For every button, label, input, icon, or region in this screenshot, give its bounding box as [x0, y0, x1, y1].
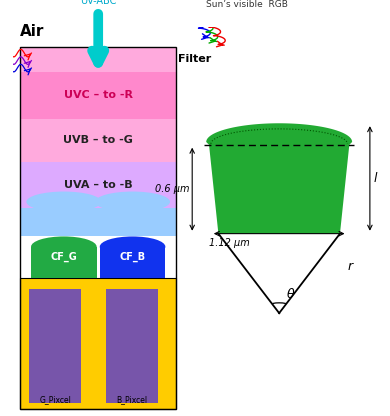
Ellipse shape — [27, 191, 101, 212]
Text: 1.12 μm: 1.12 μm — [209, 238, 250, 248]
Bar — [106, 289, 158, 403]
Ellipse shape — [31, 236, 97, 257]
Ellipse shape — [95, 191, 170, 212]
Bar — [100, 247, 165, 277]
Bar — [20, 161, 176, 208]
Ellipse shape — [100, 236, 165, 257]
Text: UVA – to -B: UVA – to -B — [64, 180, 133, 190]
Text: Filter: Filter — [178, 54, 211, 64]
Text: Sun’s visible  RGB: Sun’s visible RGB — [206, 0, 288, 9]
Bar — [20, 47, 176, 409]
Text: r: r — [347, 260, 353, 273]
Polygon shape — [206, 123, 352, 234]
Text: CF_B: CF_B — [119, 252, 145, 262]
Text: CF_G: CF_G — [50, 252, 77, 262]
Bar — [20, 208, 176, 236]
Bar — [30, 289, 81, 403]
Text: l: l — [374, 172, 377, 185]
Bar — [20, 277, 176, 409]
Bar — [31, 247, 97, 277]
Text: UV-ABC: UV-ABC — [80, 0, 116, 6]
Text: B_Pixcel: B_Pixcel — [116, 395, 147, 404]
Bar — [20, 119, 176, 161]
Text: UVB – to -G: UVB – to -G — [63, 135, 133, 145]
Text: 0.6 μm: 0.6 μm — [155, 184, 190, 194]
Bar — [20, 47, 176, 72]
Text: UVC – to -R: UVC – to -R — [64, 90, 133, 100]
Text: Air: Air — [20, 24, 44, 39]
Text: θ: θ — [287, 288, 294, 301]
Bar — [20, 72, 176, 119]
Text: G_Pixcel: G_Pixcel — [39, 395, 71, 404]
